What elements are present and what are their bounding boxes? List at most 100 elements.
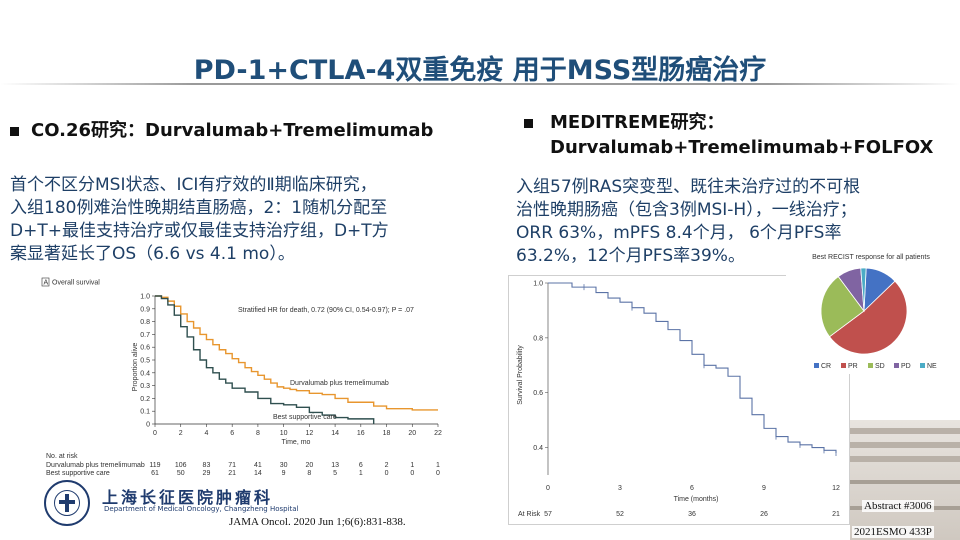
legend-swatch [868, 363, 873, 368]
pfs-figure: Survival Probability 0.40.60.81.00 3 6 9 12 … [517, 281, 840, 519]
os-y-tick-label: 0.1 [140, 409, 150, 416]
os-y-tick-label: 0.7 [140, 332, 150, 339]
citation: JAMA Oncol. 2020 Jun 1;6(6):831-838. [229, 516, 406, 528]
recist-pie-figure: Best RECIST response for all patients CR… [812, 254, 937, 370]
risk-cell: 50 [177, 470, 185, 477]
risk-cell: 2 [385, 462, 389, 469]
hr-text: Stratified HR for death, 0.72 (90% CI, 0… [238, 307, 414, 314]
left-heading: CO.26研究：Durvalumab+Tremelimumab [31, 120, 434, 141]
os-line-best-supportive-care [155, 295, 375, 424]
bullet-square-icon [10, 127, 19, 136]
os-y-tick-label: 0.3 [140, 383, 150, 390]
risk-cell: 21 [228, 470, 236, 477]
right-body: 入组57例RAS突变型、既往未治疗过的不可根 治性晚期肠癌（包含3例MSI-H）… [516, 176, 956, 268]
pfs-x-tick-label: 9 [762, 485, 766, 492]
pfs-x-tick-label: 3 [618, 485, 622, 492]
esmo-label: 2021ESMO 433P [852, 526, 934, 538]
page-title: PD-1+CTLA-4双重免疫 用于MSS型肠癌治疗 [193, 55, 767, 86]
risk-cell: 0 [410, 470, 414, 477]
os-x-tick-label: 14 [331, 430, 339, 437]
pfs-risk-cell: 26 [760, 511, 768, 518]
pfs-y-tick-label: 0.4 [533, 445, 543, 452]
risk-cell: 71 [228, 462, 236, 469]
os-x-tick-label: 2 [179, 430, 183, 437]
risk-cell: 0 [436, 470, 440, 477]
legend-swatch [894, 363, 899, 368]
legend-label-pr: PR [848, 363, 858, 370]
right-body-line: 入组57例RAS突变型、既往未治疗过的不可根 [516, 177, 861, 197]
pfs-x-tick-label: 0 [546, 485, 550, 492]
os-figure: A Overall survival Stratified HR for dea… [41, 277, 442, 477]
risk-cell: 6 [359, 462, 363, 469]
legend-swatch [814, 363, 819, 368]
pie-title: Best RECIST response for all patients [812, 254, 930, 261]
logo-text-cn: 上海长征医院肿瘤科 [102, 488, 274, 507]
building-image [850, 420, 960, 540]
bullet-square-icon [524, 119, 533, 128]
risk-label-bsc: Best supportive care [46, 470, 110, 477]
panel-title: Overall survival [52, 280, 100, 287]
os-ylabel: Proportion alive [132, 343, 139, 392]
os-y-tick-label: 0.2 [140, 396, 150, 403]
left-body-line: D+T+最佳支持治疗或仅最佳支持治疗组，D+T方 [10, 221, 389, 241]
os-y-tick-label: 1.0 [140, 294, 150, 301]
pfs-risk-table: 57 52 36 26 21 [544, 511, 840, 518]
left-body-line: 首个不区分MSI状态、ICI有疗效的Ⅱ期临床研究， [10, 175, 377, 195]
hospital-logo-icon [44, 480, 90, 526]
pie-slices [820, 267, 908, 355]
panel-letter: A [44, 280, 49, 287]
pfs-risk-cell: 52 [616, 511, 624, 518]
os-x-tick-label: 10 [280, 430, 288, 437]
pfs-plot-area: 0.4 0.6 0.8 1.0 0 3 6 9 12 [533, 281, 840, 493]
right-body-line: 63.2%，12个月PFS率39%。 [516, 246, 745, 266]
right-body-line: 治性晚期肠癌（包含3例MSI-H），一线治疗； [516, 200, 857, 220]
legend-label-pd: PD [901, 363, 911, 370]
left-body-line: 入组180例难治性晚期结直肠癌，2：1随机分配至 [10, 198, 388, 218]
risk-cell: 106 [175, 462, 187, 469]
os-x-tick-label: 22 [434, 430, 442, 437]
os-x-tick-label: 16 [357, 430, 365, 437]
pfs-line [548, 282, 837, 454]
pfs-x-tick-label: 12 [832, 485, 840, 492]
logo-text-en: Department of Medical Oncology, Changzhe… [104, 505, 299, 513]
series-label-bsc: Best supportive care [273, 414, 337, 421]
os-x-tick-label: 8 [256, 430, 260, 437]
pfs-risk-cell: 57 [544, 511, 552, 518]
os-y-tick-label: 0.5 [140, 358, 150, 365]
risk-cell: 8 [307, 470, 311, 477]
panel-letter-box [41, 277, 50, 287]
os-x-tick-label: 6 [230, 430, 234, 437]
pfs-risk-cell: 36 [688, 511, 696, 518]
legend-label-ne: NE [927, 363, 937, 370]
left-body: 首个不区分MSI状态、ICI有疗效的Ⅱ期临床研究， 入组180例难治性晚期结直肠… [10, 174, 500, 266]
os-y-tick-label: 0 [146, 422, 150, 429]
pfs-y-tick-label: 1.0 [533, 281, 543, 288]
pie-slice-pr [828, 280, 908, 355]
os-y-tick-label: 0.9 [140, 306, 150, 313]
os-x-tick-label: 18 [383, 430, 391, 437]
risk-label-dt: Durvalumab plus tremelimumab [46, 462, 145, 469]
os-line-durvalumab-tremelimumab [155, 295, 438, 411]
pie-slice-sd [820, 275, 865, 338]
risk-cell: 1 [359, 470, 363, 477]
legend-label-cr: CR [821, 363, 831, 370]
legend-swatch [841, 363, 846, 368]
risk-cell: 1 [436, 462, 440, 469]
os-y-tick-label: 0.8 [140, 319, 150, 326]
risk-cell: 13 [331, 462, 339, 469]
pfs-y-tick-label: 0.6 [533, 390, 543, 397]
pie-slice-ne [860, 267, 867, 312]
pfs-y-tick-label: 0.8 [533, 335, 543, 342]
title-divider [0, 83, 960, 85]
os-plot-area: 0 0.1 0.2 0.3 0.4 0.5 0.6 0.7 0.8 0.9 1.0 0 2 4 6 8 10 12… [140, 294, 442, 438]
pfs-risk-cell: 21 [832, 511, 840, 518]
risk-cell: 0 [385, 470, 389, 477]
risk-cell: 1 [410, 462, 414, 469]
pfs-risk-header: At Risk [518, 511, 541, 518]
risk-cell: 9 [282, 470, 286, 477]
right-heading-line1: MEDITREME研究： [550, 112, 725, 133]
risk-cell: 30 [280, 462, 288, 469]
risk-cell: 61 [151, 470, 159, 477]
risk-cell: 83 [203, 462, 211, 469]
right-body-line: ORR 63%，mPFS 8.4个月， 6个月PFS率 [516, 223, 842, 243]
